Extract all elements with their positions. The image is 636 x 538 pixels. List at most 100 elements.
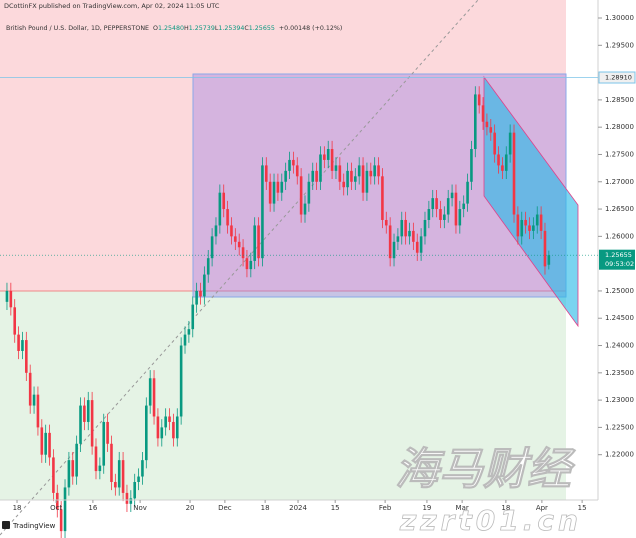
candle-body [276, 181, 280, 193]
candle-body [462, 203, 465, 210]
candle-body [346, 170, 349, 188]
candle-body [524, 219, 527, 226]
candle-body [295, 165, 299, 177]
candle-body [404, 219, 407, 237]
candle-body [485, 121, 489, 128]
legend-item: +0.00148 (+0.12%) [279, 25, 343, 32]
x-tick-label: 18 [261, 504, 270, 512]
candle-body [501, 165, 504, 171]
candle-body [412, 230, 415, 242]
legend-item: O [153, 25, 158, 32]
candle-body [21, 340, 24, 351]
candle-body [446, 198, 450, 215]
candle-body [245, 258, 249, 270]
candle-body [249, 260, 253, 270]
x-tick-label: Oct [50, 504, 62, 512]
candle-body [168, 416, 171, 422]
candle-body [226, 209, 229, 226]
candle-body [98, 465, 102, 472]
candle-body [512, 132, 516, 215]
candle-body [75, 443, 78, 477]
candle-body [474, 94, 477, 150]
candle-body [44, 432, 47, 455]
y-tick-label: 1.28000 [605, 123, 634, 131]
candle-body [334, 165, 338, 171]
candle-body [427, 209, 431, 220]
candle-body [137, 476, 140, 482]
candle-body [493, 132, 496, 155]
candle-body [392, 241, 396, 259]
candle-body [508, 132, 512, 155]
candle-body [175, 416, 179, 439]
candle-body [28, 372, 32, 406]
candle-body [419, 236, 423, 253]
candle-body [381, 176, 384, 220]
price-label-box [599, 249, 635, 270]
candle-body [326, 149, 330, 160]
candle-body [369, 170, 373, 177]
x-tick-label: 18 [13, 504, 22, 512]
candle-body [338, 165, 342, 182]
candle-body [516, 214, 520, 237]
candle-body [466, 181, 469, 204]
candle-body [261, 165, 264, 259]
candle-body [83, 405, 86, 422]
candle-body [319, 154, 322, 182]
candle-body [48, 432, 51, 458]
candle-body [121, 460, 125, 493]
candle-body [504, 154, 508, 171]
candle-body [160, 427, 164, 439]
x-tick-label: 2024 [289, 504, 307, 512]
candle-body [539, 214, 543, 231]
level-label-box [598, 71, 636, 84]
candle-body [543, 230, 547, 267]
candle-body [384, 219, 388, 226]
candle-body [292, 159, 295, 166]
candle-body [528, 225, 531, 231]
x-tick-label: Dec [218, 504, 232, 512]
candle-body [415, 241, 419, 253]
y-tick-label: 1.27500 [605, 150, 634, 158]
candle-body [264, 165, 268, 182]
candle-body [141, 460, 144, 477]
candle-body [5, 290, 9, 302]
candle-body [547, 255, 551, 265]
legend-item: 1.25480 [158, 25, 184, 32]
candle-body [253, 225, 256, 261]
y-tick-label: 1.24500 [605, 314, 634, 322]
candle-body [354, 176, 357, 182]
candle-body [373, 165, 376, 177]
x-tick-label: 16 [88, 504, 97, 512]
candle-body [489, 127, 493, 133]
candle-body [408, 230, 411, 237]
candle-body [450, 192, 454, 199]
legend: British Pound / U.S. Dollar, 1D, PEPPERS… [6, 25, 342, 32]
candle-body [311, 170, 315, 182]
candle-body [148, 378, 152, 406]
candle-body [199, 290, 202, 297]
candle-body [284, 170, 287, 182]
candle-body [152, 378, 156, 417]
x-tick-label: 15 [578, 504, 587, 512]
legend-item: C [244, 25, 249, 32]
candle-body [400, 219, 404, 237]
x-tick-label: Mar [456, 504, 469, 512]
candle-body [477, 94, 481, 106]
x-tick-label: 20 [186, 504, 195, 512]
legend-item: British Pound / U.S. Dollar, 1D, PEPPERS… [6, 25, 149, 32]
candle-body [299, 176, 303, 215]
candle-body [17, 334, 20, 351]
candle-body [145, 405, 148, 461]
candle-body [36, 394, 40, 428]
legend-item: 1.25739 [189, 25, 215, 32]
candle-body [52, 457, 55, 493]
legend-item: 1.25394 [218, 25, 244, 32]
candle-body [13, 307, 17, 335]
candle-body [288, 159, 291, 171]
candle-body [40, 427, 44, 455]
candle-body [357, 165, 361, 177]
y-tick-label: 1.24000 [605, 342, 634, 350]
buy-zone [0, 291, 566, 500]
candle-body [67, 460, 71, 488]
